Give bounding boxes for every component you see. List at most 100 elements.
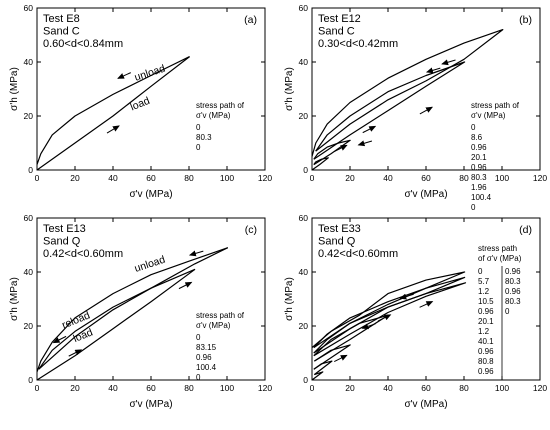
- x-axis-label: σ'v (MPa): [404, 399, 447, 410]
- y-tick-label: 40: [24, 267, 34, 277]
- y-tick-label: 20: [24, 321, 34, 331]
- y-tick-label: 20: [299, 321, 309, 331]
- y-tick-label: 20: [299, 111, 309, 121]
- chart-panel-4: 0 20 40 60 80 100 120 0 20 40 60 σ'v (MPa) σ'h (MPa)…: [284, 213, 547, 410]
- x-tick-label: 40: [383, 383, 393, 393]
- stress-path-value: 80.3: [505, 277, 521, 286]
- y-tick-label: 60: [24, 3, 34, 13]
- stress-path-value: 100.4: [471, 193, 492, 202]
- direction-arrow: [361, 323, 376, 330]
- series-line-1: [36, 268, 196, 381]
- x-tick-label: 100: [220, 173, 234, 183]
- series-line-4: [313, 314, 389, 362]
- test-info-line: 0.42<d<0.60mm: [318, 248, 398, 260]
- direction-arrow: [419, 301, 434, 308]
- stress-path-value: 0.96: [505, 267, 521, 276]
- y-tick-label: 40: [299, 57, 309, 67]
- stress-path-value: 0.96: [478, 307, 494, 316]
- series-line-3: [313, 344, 351, 370]
- x-tick-label: 40: [383, 173, 393, 183]
- direction-arrow: [419, 106, 434, 115]
- stress-path-value: 0.96: [478, 347, 494, 356]
- y-tick-label: 0: [303, 375, 308, 385]
- x-tick-label: 20: [70, 383, 80, 393]
- y-axis-label: σ'h (MPa): [9, 277, 20, 321]
- x-tick-label: 100: [495, 383, 509, 393]
- stress-path-value: 1.2: [478, 287, 490, 296]
- curve-annotation: unload: [133, 254, 167, 275]
- x-tick-label: 0: [310, 173, 315, 183]
- x-tick-label: 60: [146, 383, 156, 393]
- stress-path-title: stress path of: [196, 101, 245, 110]
- stress-path-value: 0: [196, 123, 201, 132]
- direction-arrow: [178, 281, 193, 290]
- stress-path-title: stress path of: [471, 101, 520, 110]
- panel-label: (c): [245, 224, 257, 236]
- direction-arrow: [52, 335, 67, 344]
- curve-annotation: load: [72, 326, 95, 345]
- test-info-line: Test E13: [43, 223, 86, 235]
- curve-annotation: unload: [133, 63, 167, 84]
- panel-label: (b): [519, 14, 532, 26]
- test-info-line: Sand C: [43, 26, 80, 38]
- direction-arrow: [377, 314, 392, 322]
- stress-path-value: 0: [505, 307, 510, 316]
- x-axis-label: σ'v (MPa): [129, 399, 172, 410]
- y-axis-label: σ'h (MPa): [9, 67, 20, 111]
- stress-path-title: stress path of: [196, 311, 245, 320]
- direction-arrow: [399, 293, 414, 300]
- x-tick-label: 80: [184, 383, 194, 393]
- x-tick-label: 20: [345, 173, 355, 183]
- y-tick-label: 0: [28, 165, 33, 175]
- test-info-line: Sand Q: [318, 236, 356, 248]
- test-info-line: 0.60<d<0.84mm: [43, 38, 123, 50]
- stress-path-value: 80.3: [471, 173, 487, 182]
- x-tick-label: 120: [258, 173, 272, 183]
- chart-panel-1: 0 20 40 60 80 100 120 0 20 40 60 σ'v (MPa) σ'h (MPa)…: [9, 3, 272, 200]
- x-tick-label: 40: [108, 383, 118, 393]
- stress-path-value: 0.96: [478, 367, 494, 376]
- x-axis-label: σ'v (MPa): [129, 189, 172, 200]
- stress-path-value: 80.8: [478, 357, 494, 366]
- y-tick-label: 0: [28, 375, 33, 385]
- curve-annotation: load: [129, 95, 152, 114]
- y-tick-label: 40: [24, 57, 34, 67]
- series-line-6: [313, 276, 466, 354]
- y-axis-label: σ'h (MPa): [284, 67, 295, 111]
- y-tick-label: 40: [299, 267, 309, 277]
- x-tick-label: 60: [146, 173, 156, 183]
- stress-path-value: 80.3: [196, 133, 212, 142]
- series-line-3: [38, 247, 229, 370]
- x-tick-label: 120: [533, 383, 547, 393]
- chart-panel-2: 0 20 40 60 80 100 120 0 20 40 60 σ'v (MPa) σ'h (MPa)…: [284, 3, 547, 212]
- x-tick-label: 100: [220, 383, 234, 393]
- direction-arrow: [334, 144, 348, 152]
- stress-path-value: 0: [196, 373, 201, 382]
- test-info-line: Test E12: [318, 13, 361, 25]
- test-info-line: Sand C: [318, 26, 355, 38]
- direction-arrow: [362, 125, 377, 134]
- stress-path-value: 40.1: [478, 337, 494, 346]
- direction-arrow: [334, 354, 348, 362]
- stress-path-title: σ'v (MPa): [471, 111, 506, 120]
- x-tick-label: 20: [70, 173, 80, 183]
- series-line-1: [311, 371, 324, 381]
- series-line-2: [38, 268, 196, 370]
- stress-path-value: 0.96: [196, 353, 212, 362]
- x-tick-label: 100: [495, 173, 509, 183]
- x-tick-label: 0: [35, 383, 40, 393]
- y-tick-label: 60: [299, 213, 309, 223]
- stress-path-title: of σ'v (MPa): [478, 254, 522, 263]
- x-tick-label: 80: [459, 173, 469, 183]
- direction-arrow: [357, 140, 373, 147]
- stress-path-value: 8.6: [471, 133, 483, 142]
- stress-path-value: 1.2: [478, 327, 490, 336]
- series-line-4: [36, 247, 228, 373]
- stress-path-title: σ'v (MPa): [196, 321, 231, 330]
- stress-path-value: 0.96: [471, 143, 487, 152]
- stress-path-value: 1.96: [471, 183, 487, 192]
- x-tick-label: 80: [184, 173, 194, 183]
- stress-path-value: 0: [478, 267, 483, 276]
- direction-arrow: [68, 349, 83, 357]
- test-info-line: 0.42<d<0.60mm: [43, 248, 123, 260]
